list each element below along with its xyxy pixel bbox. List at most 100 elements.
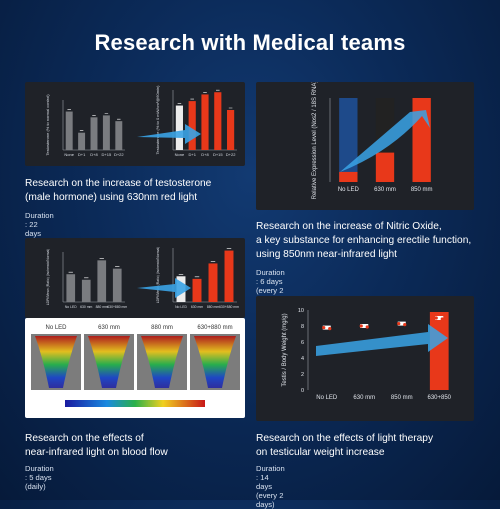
tick-label: 4	[301, 356, 304, 362]
chart-panel-testosterone: Testosterone (% to normal control) None D+…	[25, 82, 245, 166]
y-axis-label: LDPI/Mean (Ratio) (Ischemic/Normal)	[46, 249, 50, 306]
bar	[112, 268, 122, 302]
chart-blood-flow: LDPI/Mean (Ratio) (Ischemic/Normal) No LE…	[46, 247, 239, 309]
caption-line: Research on the effects of	[25, 433, 144, 444]
tick-label: D+22	[226, 152, 236, 157]
thermal-heatmap	[88, 336, 130, 388]
bar	[78, 132, 86, 150]
bar	[115, 121, 123, 150]
data-point	[403, 323, 407, 327]
caption-line: near-infrared light on blood flow	[25, 447, 168, 458]
blood-flow-image-panel: No LED 630 mm 880 mm 630+880 mm	[25, 318, 245, 418]
tick-label: No LED	[175, 305, 187, 309]
tick-label: 2	[301, 372, 304, 378]
data-point	[322, 326, 326, 330]
caption: Research on the increase of Nitric Oxide…	[256, 220, 496, 262]
box-marker	[360, 324, 369, 328]
tick-label: D+8	[201, 152, 209, 157]
caption-line: using 850nm near-infrared light	[256, 249, 398, 260]
tick-label: 880 mm	[96, 305, 108, 309]
bar	[97, 260, 107, 302]
y-axis-label: Testosterone (% to 0 mW/cm²@60min)	[155, 85, 160, 155]
y-axis-label: LDPI/Mean (Ratio) (Ischemic/Normal)	[156, 247, 160, 304]
tick-label: D+15	[213, 152, 223, 157]
bar	[66, 274, 76, 302]
tick-label: 8	[301, 324, 304, 330]
tick-label: D+1	[78, 152, 86, 157]
bar	[192, 278, 202, 302]
bar-background	[339, 98, 358, 182]
page-title: Research with Medical teams	[94, 30, 406, 55]
image-label: 630 mm	[98, 325, 120, 331]
caption-line: Research on the increase of Nitric Oxide…	[256, 221, 442, 232]
arrow-icon	[137, 124, 201, 144]
chart-nitric-oxide: Relative Expression Level (Nos2 / 18S RN…	[312, 82, 433, 199]
tick-label: None	[64, 152, 74, 157]
tick-label: 630+850	[427, 395, 451, 401]
tick-label: 630 mm	[80, 305, 92, 309]
data-point	[328, 327, 332, 331]
y-axis-label: Testis / Body Weight (mg/g)	[282, 313, 288, 386]
image-label: 880 mm	[151, 325, 173, 331]
thermal-heatmap	[194, 336, 236, 388]
tick-label: 630+880 mm	[219, 305, 239, 309]
tick-label: 630+880 mm	[107, 305, 127, 309]
color-scale-bar	[65, 400, 205, 407]
duration-text: Duration : 14 days (every 2 days)	[256, 464, 285, 509]
image-label: No LED	[45, 325, 67, 331]
caption: Research on the effects of near-infrared…	[25, 432, 255, 460]
tick-label: 850 mm	[391, 395, 413, 401]
chart-panel-testis-weight: Testis / Body Weight (mg/g) 0 2 4 6 8 10 No LED…	[256, 296, 474, 421]
bar	[227, 110, 235, 150]
image-label: 630+880 mm	[197, 325, 232, 331]
data-point	[440, 317, 444, 321]
bar	[224, 250, 234, 302]
arrow-icon	[340, 110, 430, 172]
caption: Research on the increase of testosterone…	[25, 177, 255, 205]
tick-label: 6	[301, 340, 304, 346]
tick-label: D+22	[114, 152, 124, 157]
tick-label: D+1	[188, 152, 196, 157]
bar	[188, 101, 196, 150]
tick-label: 630 mm	[374, 187, 396, 193]
data-point	[397, 322, 401, 326]
bar	[102, 115, 110, 150]
bar	[81, 279, 91, 302]
bar	[214, 92, 222, 150]
bar	[208, 263, 218, 302]
chart-testosterone: Testosterone (% to normal control) None D+…	[45, 85, 237, 157]
thermal-heatmap	[141, 336, 183, 388]
thermal-heatmap	[35, 336, 77, 388]
tick-label: No LED	[316, 395, 338, 401]
data-point	[365, 325, 369, 329]
caption-line: (male hormone) using 630nm red light	[25, 192, 198, 203]
data-point	[359, 324, 363, 328]
box-marker	[322, 325, 331, 330]
caption-line: on testicular weight increase	[256, 447, 385, 458]
bar	[429, 312, 449, 390]
blood-flow-thermal-images: No LED 630 mm 880 mm 630+880 mm	[31, 325, 240, 407]
tick-label: None	[175, 152, 185, 157]
bar	[375, 152, 395, 182]
chart-testis-weight: Testis / Body Weight (mg/g) 0 2 4 6 8 10 No LED…	[282, 308, 452, 401]
bar	[201, 94, 209, 150]
box-marker	[397, 321, 406, 326]
caption-line: Research on the increase of testosterone	[25, 178, 212, 189]
tick-label: 880 mm	[207, 305, 219, 309]
box-marker	[435, 316, 444, 320]
tick-label: 630 mm	[353, 395, 375, 401]
caption: Research on the effects of light therapy…	[256, 432, 496, 460]
tick-label: 630 mm	[191, 305, 203, 309]
arrow-icon	[316, 324, 448, 356]
y-axis-label: Relative Expression Level (Nos2 / 18S RN…	[312, 82, 318, 199]
chart-panel-nitric-oxide: Relative Expression Level (Nos2 / 18S RN…	[256, 82, 474, 210]
data-point	[434, 316, 438, 320]
duration-text: Duration : 5 days (daily)	[25, 464, 54, 491]
bar	[65, 111, 73, 150]
tick-label: D+8	[90, 152, 98, 157]
tick-label: No LED	[338, 187, 360, 193]
bar	[339, 171, 358, 182]
tick-label: 0	[301, 388, 304, 394]
y-axis-label: Testosterone (% to normal control)	[45, 94, 50, 156]
tick-label: 10	[298, 308, 304, 314]
